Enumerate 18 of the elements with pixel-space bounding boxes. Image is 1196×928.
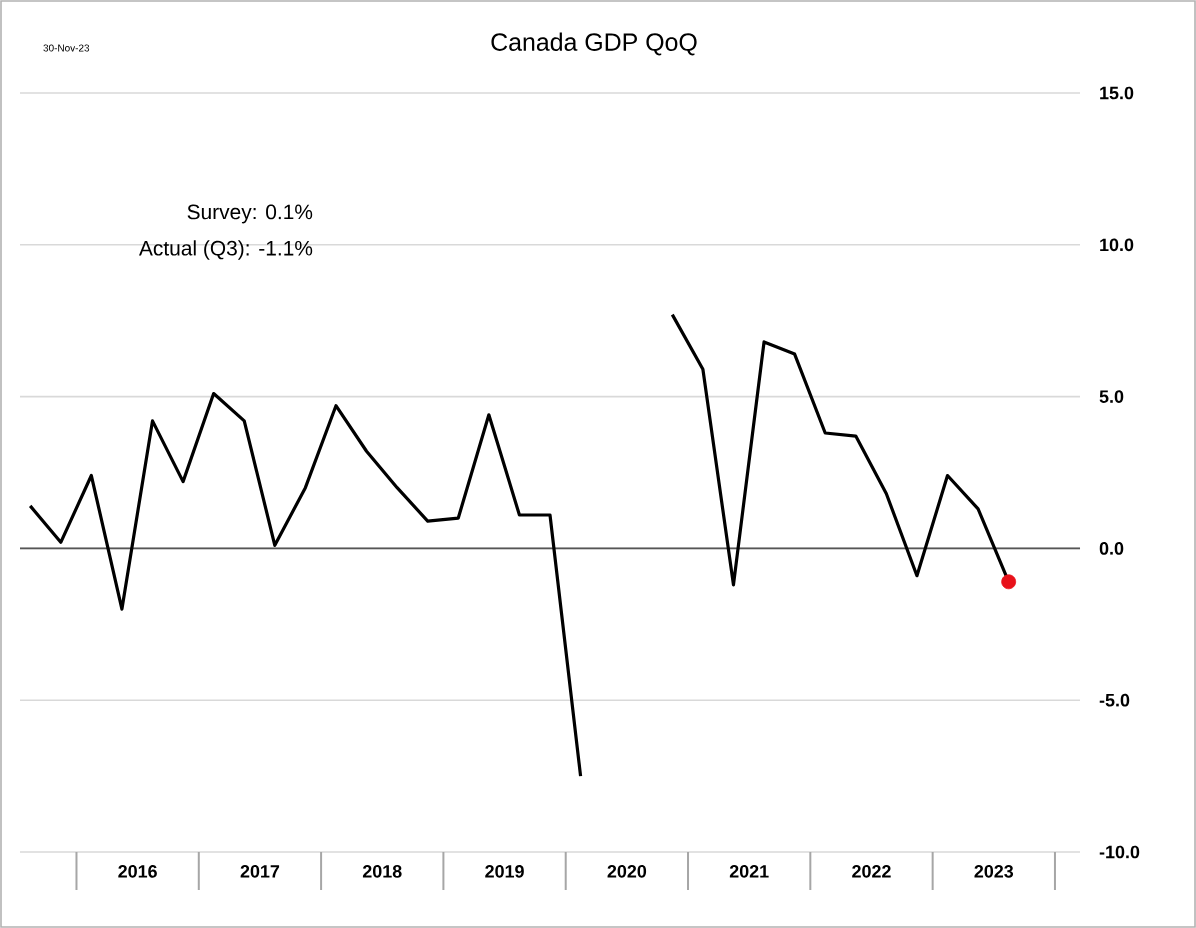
y-tick-label: 0.0	[1099, 542, 1124, 555]
y-tick-label: 10.0	[1100, 238, 1134, 252]
x-tick-label: 2021	[729, 865, 769, 878]
x-tick-label: 2017	[240, 865, 280, 878]
y-tick-label: 15.0	[1100, 86, 1134, 100]
annotation: Survey: 0.1%	[187, 204, 313, 224]
x-tick-label: 2020	[607, 865, 647, 878]
x-tick-label: 2016	[118, 865, 157, 878]
x-tick-label: 2023	[974, 865, 1014, 878]
annotation: Actual (Q3): -1.1%	[138, 240, 313, 260]
x-tick-label: 2022	[852, 865, 891, 878]
y-tick-label: -10.0	[1099, 845, 1140, 859]
x-tick-label: 2019	[485, 865, 524, 878]
chart-title: Canada GDP QoQ	[491, 32, 697, 56]
y-tick-label: 5.0	[1099, 390, 1124, 403]
y-tick-label: -5.0	[1099, 693, 1130, 707]
text: 30-Nov-23	[43, 44, 90, 52]
x-tick-label: 2018	[362, 865, 402, 878]
